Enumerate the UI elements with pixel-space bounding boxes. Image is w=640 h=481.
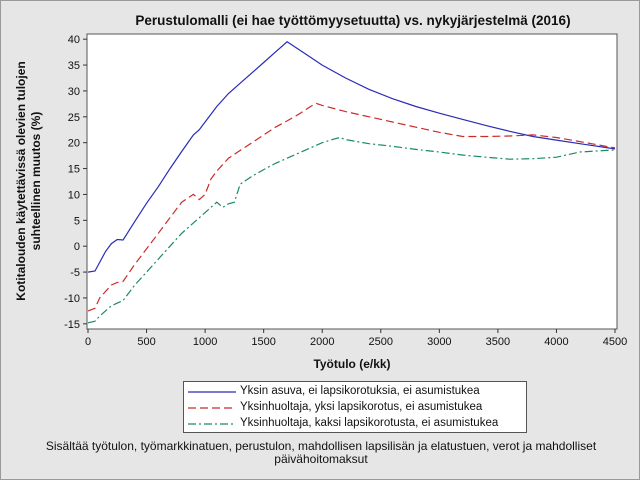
y-axis-label-line-2: suhteellinen muutos (%) <box>29 112 43 251</box>
y-tick-label: 40 <box>68 34 80 46</box>
y-tick-label: -15 <box>64 319 80 331</box>
x-tick-label: 2500 <box>369 336 393 348</box>
series-line-3 <box>87 136 616 324</box>
legend-label: Yksin asuva, ei lapsikorotuksia, ei asum… <box>240 385 480 397</box>
x-axis: 0 500 1000 1500 2000 2500 3000 3500 4000 4500 <box>85 329 627 348</box>
y-tick-label: -5 <box>70 267 80 279</box>
x-tick-label: 1500 <box>251 336 275 348</box>
x-tick-label: 500 <box>137 336 155 348</box>
legend-label: Yksinhuoltaja, yksi lapsikorotus, ei asu… <box>240 401 483 413</box>
y-tick-label: -10 <box>64 293 80 305</box>
footnote-line-2: päivähoitomaksut <box>274 452 368 466</box>
chart-title: Perustulomalli (ei hae työttömyysetuutta… <box>135 13 570 28</box>
legend: Yksin asuva, ei lapsikorotuksia, ei asum… <box>183 381 527 433</box>
x-tick-label: 3000 <box>427 336 451 348</box>
y-tick-label: 25 <box>68 112 80 124</box>
legend-item: Yksinhuoltaja, kaksi lapsikorotusta, ei … <box>184 416 528 432</box>
y-tick-label: 10 <box>68 189 80 201</box>
x-tick-label: 4500 <box>603 336 627 348</box>
y-tick-label: 30 <box>68 86 80 98</box>
y-tick-label: 5 <box>74 215 80 227</box>
series-lines <box>87 41 616 324</box>
y-axis: -15 -10 -5 0 5 10 15 20 25 30 35 40 <box>64 34 87 331</box>
y-axis-label-group: Kotitalouden käytettävissä olevien tuloj… <box>14 61 43 300</box>
footnote: Sisältää työtulon, työmarkkinatuen, peru… <box>1 440 640 466</box>
legend-swatch <box>188 407 236 409</box>
plot-area <box>86 33 618 330</box>
legend-swatch <box>188 391 236 393</box>
x-tick-label: 1000 <box>193 336 217 348</box>
x-tick-label: 2000 <box>310 336 334 348</box>
y-tick-label: 20 <box>68 138 80 150</box>
series-line-1 <box>87 41 616 273</box>
x-tick-label: 4000 <box>544 336 568 348</box>
legend-item: Yksinhuoltaja, yksi lapsikorotus, ei asu… <box>184 400 528 416</box>
y-tick-label: 15 <box>68 164 80 176</box>
series-line-2 <box>87 102 616 312</box>
y-tick-label: 35 <box>68 60 80 72</box>
legend-label: Yksinhuoltaja, kaksi lapsikorotusta, ei … <box>240 417 499 429</box>
x-axis-label: Työtulo (e/kk) <box>313 357 390 371</box>
footnote-line-1: Sisältää työtulon, työmarkkinatuen, peru… <box>45 439 597 453</box>
y-axis-label-line-1: Kotitalouden käytettävissä olevien tuloj… <box>14 61 28 300</box>
legend-swatch <box>188 423 236 425</box>
x-tick-label: 3500 <box>486 336 510 348</box>
x-tick-label: 0 <box>85 336 91 348</box>
legend-item: Yksin asuva, ei lapsikorotuksia, ei asum… <box>184 384 528 400</box>
y-tick-label: 0 <box>74 241 80 253</box>
